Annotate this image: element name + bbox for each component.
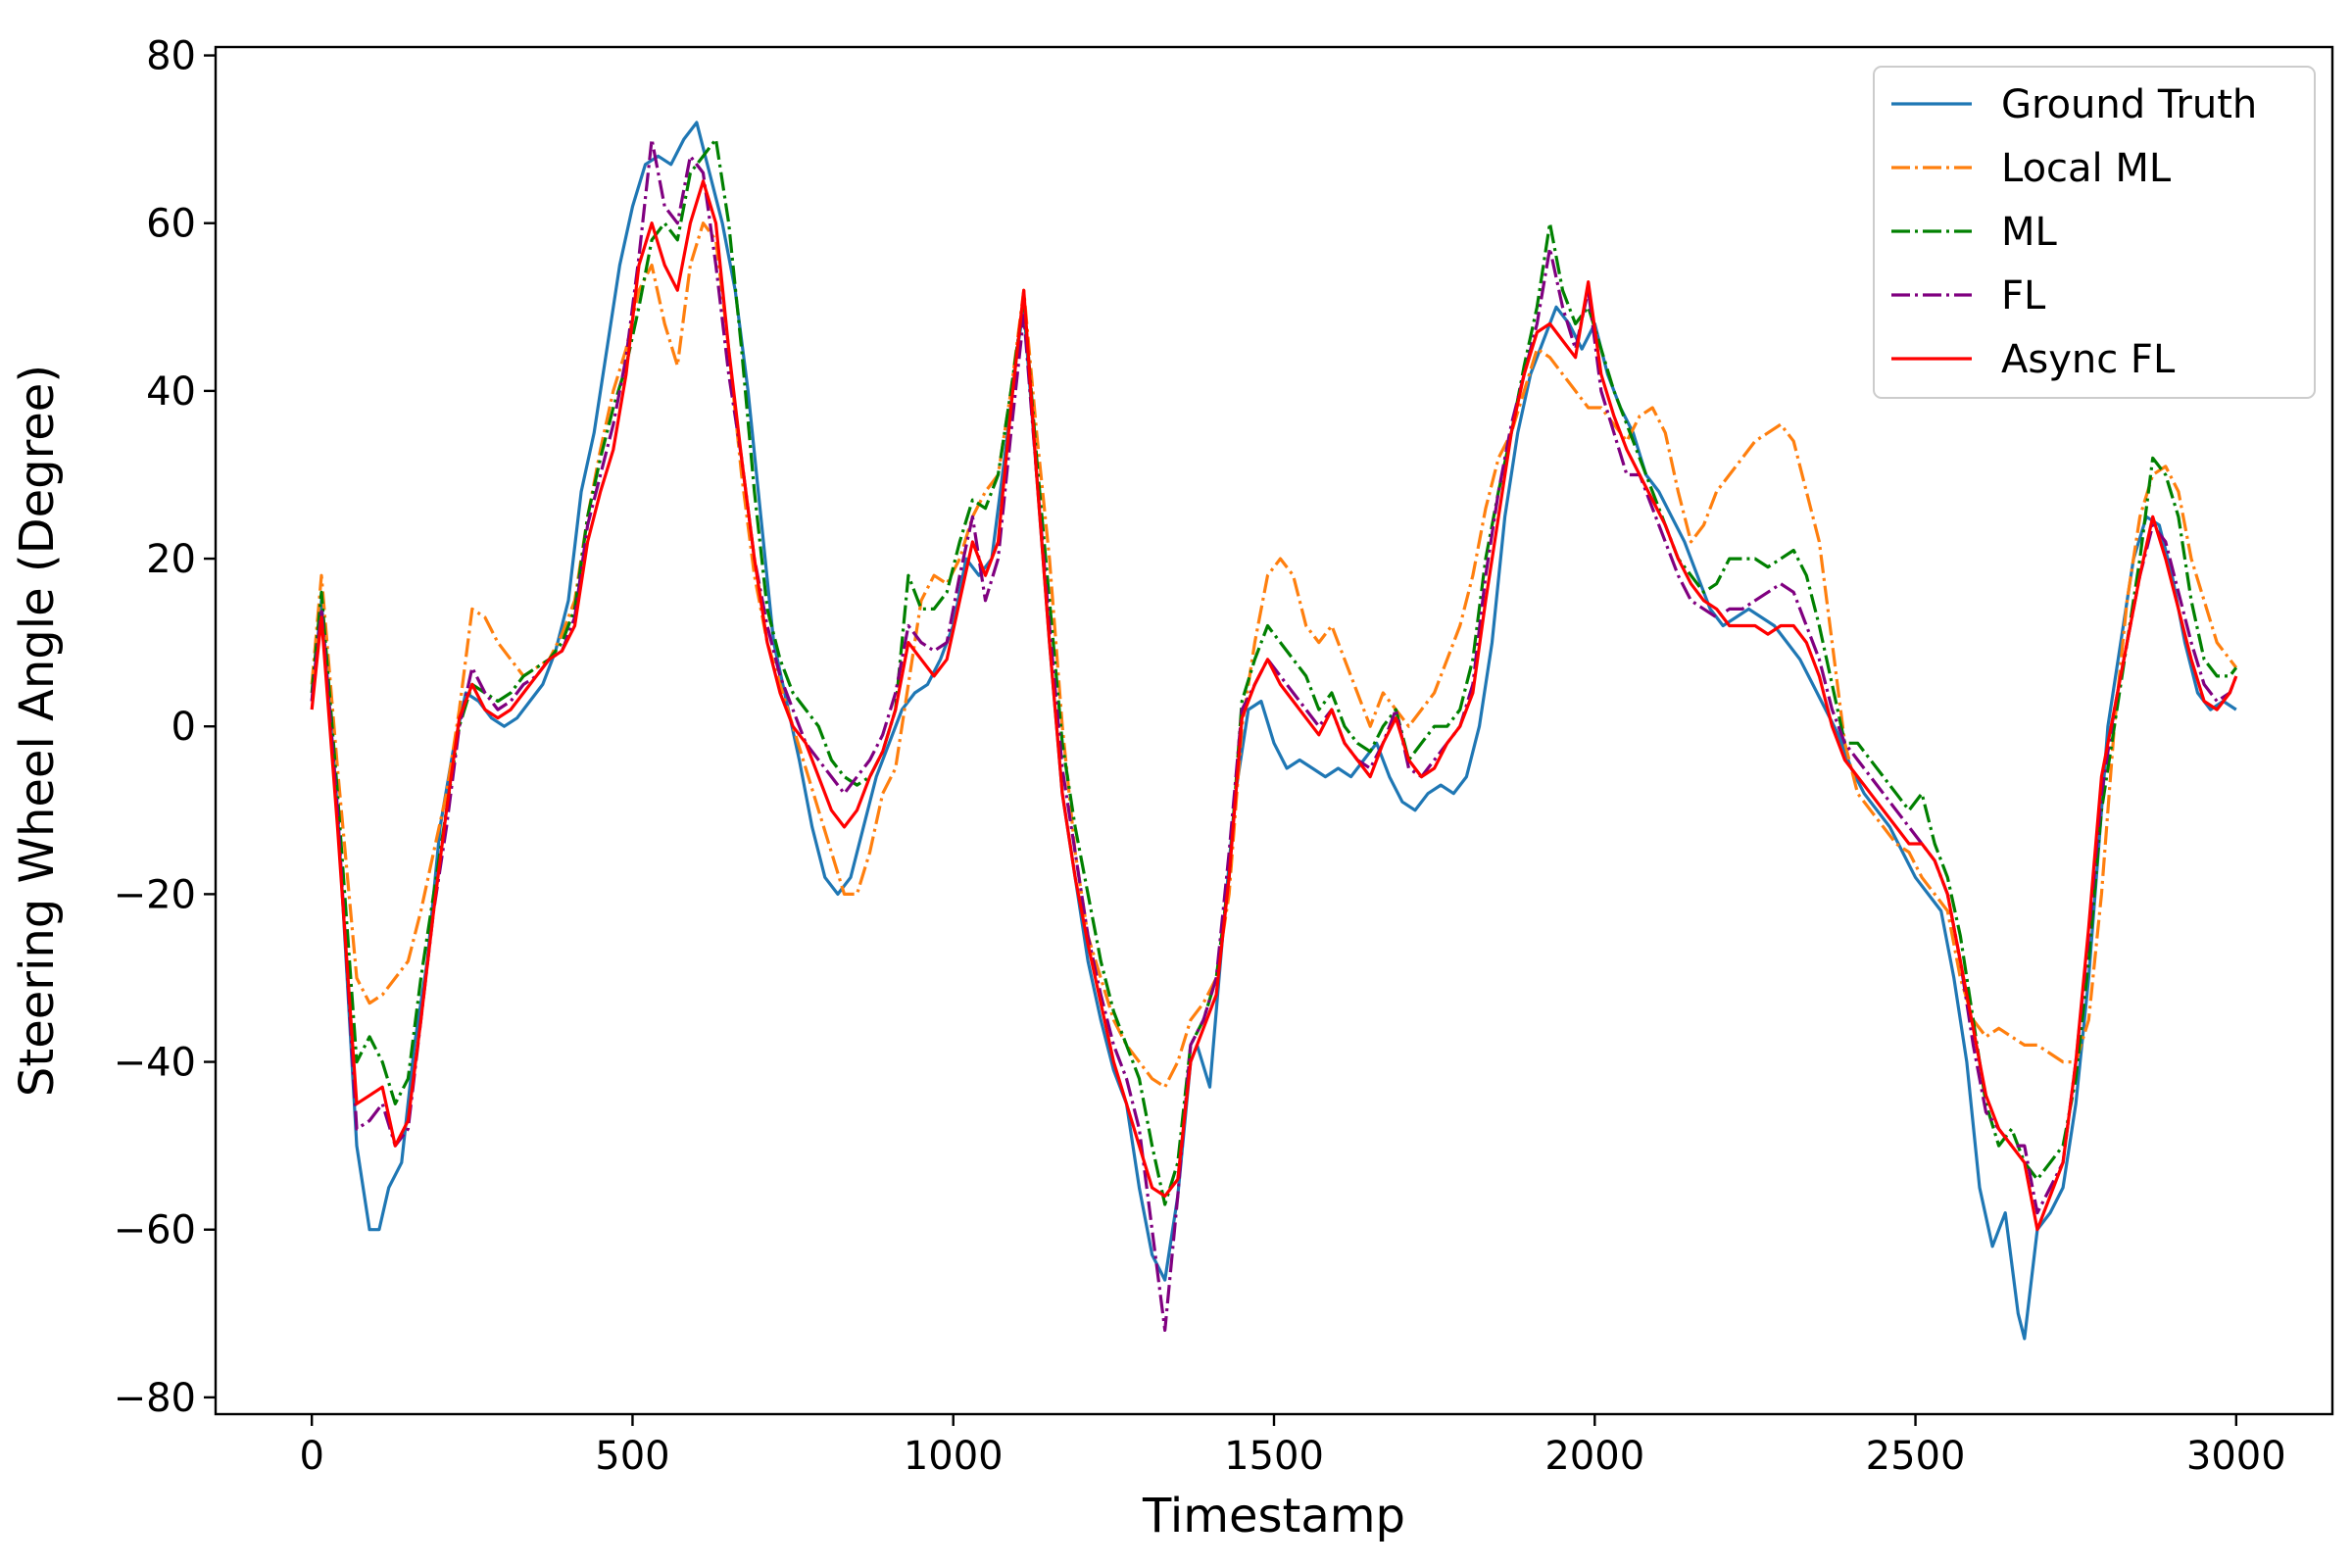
y-tick-label: −20 (114, 872, 196, 917)
y-tick-label: 0 (172, 705, 196, 750)
series-line-4 (310, 179, 2238, 1232)
legend-label: Ground Truth (2001, 82, 2257, 127)
x-tick-label: 500 (595, 1434, 669, 1479)
y-tick-label: 20 (146, 537, 196, 582)
series-line-2 (310, 137, 2238, 1206)
x-tick-label: 3000 (2186, 1434, 2286, 1479)
y-tick-label: 80 (146, 34, 196, 79)
y-tick-label: 40 (146, 369, 196, 415)
y-axis-label: Steering Wheel Angle (Degree) (10, 365, 65, 1097)
x-tick-label: 2000 (1544, 1434, 1644, 1479)
y-tick-label: −60 (114, 1208, 196, 1253)
x-tick-label: 1000 (904, 1434, 1004, 1479)
plot-frame (214, 45, 2334, 1416)
x-tick-label: 1500 (1224, 1434, 1324, 1479)
x-tick-label: 0 (299, 1434, 323, 1479)
plot-area (310, 121, 2238, 1341)
legend-box (1873, 66, 2316, 399)
legend-label: Async FL (2001, 337, 2176, 382)
y-tick-label: 60 (146, 202, 196, 247)
series-line-0 (310, 121, 2237, 1341)
x-tick-label: 2500 (1866, 1434, 1966, 1479)
series-line-1 (310, 221, 2238, 1089)
axis-ticks: 0 500 1000 1500 2000 2500 3000 −80 −60 −40 −20 0 20 4… (114, 34, 2286, 1479)
legend-label: Local ML (2001, 146, 2172, 191)
y-tick-label: −40 (114, 1041, 196, 1086)
legend-label: ML (2001, 210, 2058, 255)
x-axis-label: Timestamp (1142, 1489, 1405, 1544)
y-tick-label: −80 (114, 1376, 196, 1421)
legend-label: FL (2001, 273, 2046, 318)
legend: Ground Truth Local ML ML FL Async FL (1873, 66, 2316, 399)
